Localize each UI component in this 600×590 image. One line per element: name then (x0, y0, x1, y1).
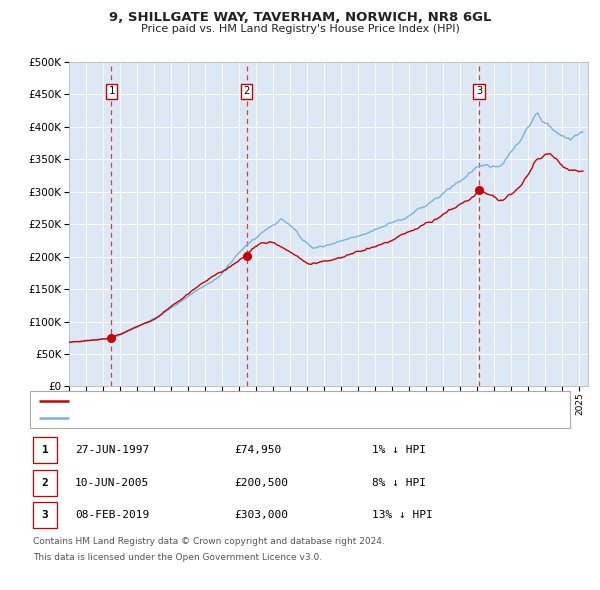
Text: 9, SHILLGATE WAY, TAVERHAM, NORWICH, NR8 6GL (detached house): 9, SHILLGATE WAY, TAVERHAM, NORWICH, NR8… (75, 396, 422, 405)
Text: Contains HM Land Registry data © Crown copyright and database right 2024.: Contains HM Land Registry data © Crown c… (33, 537, 385, 546)
Text: 13% ↓ HPI: 13% ↓ HPI (372, 510, 433, 520)
Text: This data is licensed under the Open Government Licence v3.0.: This data is licensed under the Open Gov… (33, 553, 322, 562)
Text: 1% ↓ HPI: 1% ↓ HPI (372, 445, 426, 455)
Text: 1: 1 (108, 86, 115, 96)
Text: 8% ↓ HPI: 8% ↓ HPI (372, 478, 426, 487)
Text: £303,000: £303,000 (234, 510, 288, 520)
Text: Price paid vs. HM Land Registry's House Price Index (HPI): Price paid vs. HM Land Registry's House … (140, 24, 460, 34)
Text: 2: 2 (41, 478, 49, 487)
Text: £200,500: £200,500 (234, 478, 288, 487)
Text: HPI: Average price, detached house, Broadland: HPI: Average price, detached house, Broa… (75, 413, 310, 422)
Text: 08-FEB-2019: 08-FEB-2019 (75, 510, 149, 520)
Text: 3: 3 (41, 510, 49, 520)
Text: 3: 3 (476, 86, 482, 96)
Text: 1: 1 (41, 445, 49, 455)
Text: 2: 2 (244, 86, 250, 96)
Text: 9, SHILLGATE WAY, TAVERHAM, NORWICH, NR8 6GL: 9, SHILLGATE WAY, TAVERHAM, NORWICH, NR8… (109, 11, 491, 24)
Text: 10-JUN-2005: 10-JUN-2005 (75, 478, 149, 487)
Text: £74,950: £74,950 (234, 445, 281, 455)
Text: 27-JUN-1997: 27-JUN-1997 (75, 445, 149, 455)
